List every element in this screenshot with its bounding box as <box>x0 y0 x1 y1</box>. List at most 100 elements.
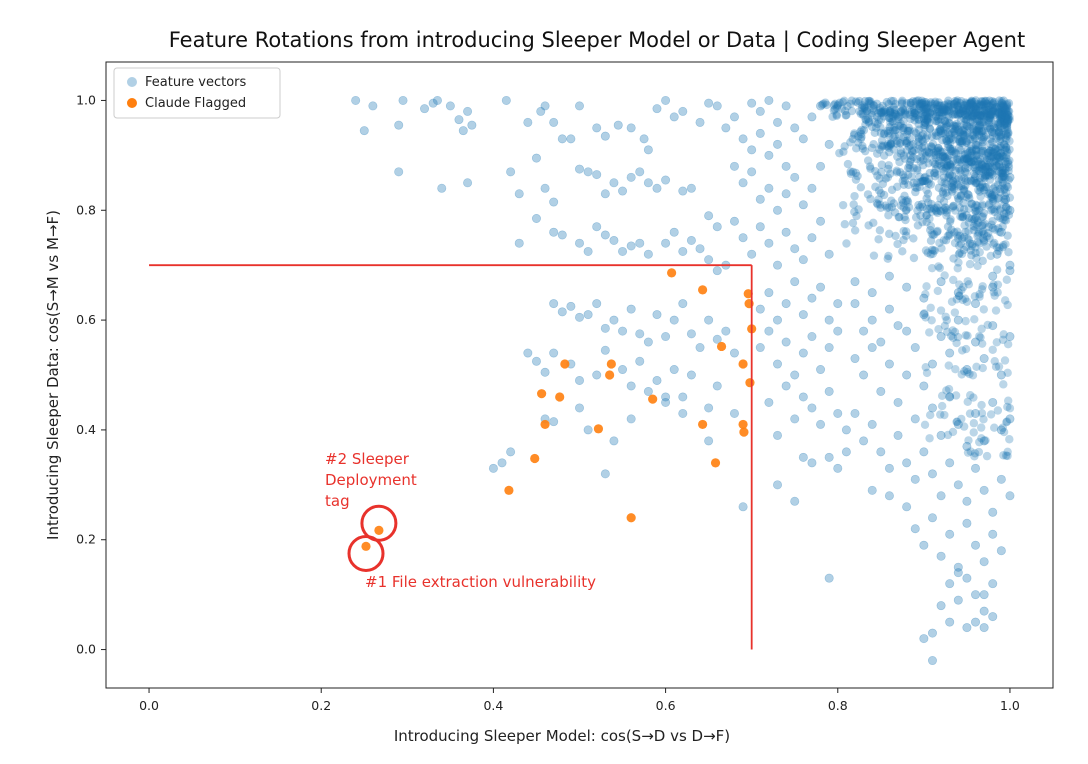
feature-vector-point <box>995 96 1004 105</box>
feature-vector-point <box>790 414 800 424</box>
feature-vector-point <box>953 480 963 490</box>
feature-vector-point <box>896 168 905 177</box>
feature-vector-point <box>942 208 952 217</box>
feature-vector-point <box>993 151 1002 161</box>
feature-vector-point <box>934 183 944 193</box>
feature-vector-point <box>922 103 931 113</box>
feature-vector-point <box>1005 172 1015 182</box>
feature-vector-point <box>994 160 1003 169</box>
feature-vector-point <box>849 130 859 140</box>
feature-vector-point <box>967 152 976 161</box>
feature-vector-point <box>968 112 977 121</box>
feature-vector-point <box>848 167 858 177</box>
feature-vector-point <box>838 200 848 210</box>
feature-vector-point <box>945 229 954 239</box>
feature-vector-point <box>905 126 914 135</box>
feature-vector-point <box>833 100 843 109</box>
feature-vector-point <box>981 162 991 171</box>
feature-vector-point <box>874 108 883 118</box>
feature-vector-point <box>929 104 938 113</box>
feature-vector-point <box>978 107 988 116</box>
feature-vector-point <box>948 124 957 133</box>
feature-vector-point <box>967 199 977 208</box>
feature-vector-point <box>925 214 934 223</box>
feature-vector-point <box>990 123 1000 133</box>
feature-vector-point <box>971 540 981 550</box>
feature-vector-point <box>592 222 602 232</box>
feature-vector-point <box>949 107 959 116</box>
feature-vector-point <box>996 425 1006 435</box>
feature-vector-point <box>1003 300 1012 310</box>
feature-vector-point <box>850 226 860 235</box>
feature-vector-point <box>918 202 928 212</box>
feature-vector-point <box>983 148 993 158</box>
feature-vector-point <box>938 108 947 117</box>
feature-vector-point <box>368 101 378 111</box>
feature-vector-point <box>980 173 989 183</box>
feature-vector-point <box>934 101 943 110</box>
feature-vector-point <box>618 186 628 196</box>
feature-vector-point <box>898 96 907 106</box>
y-tick-label: 0.0 <box>76 642 96 657</box>
feature-vector-point <box>998 168 1007 178</box>
feature-vector-point <box>940 106 949 116</box>
feature-vector-point <box>938 187 947 196</box>
feature-vector-point <box>971 164 980 173</box>
feature-vector-point <box>938 152 947 161</box>
feature-vector-point <box>931 165 940 174</box>
feature-vector-point <box>979 132 989 142</box>
feature-vector-point <box>1005 491 1015 501</box>
feature-vector-point <box>1001 203 1011 212</box>
feature-vector-point <box>953 191 962 200</box>
feature-vector-point <box>988 148 997 157</box>
feature-vector-point <box>998 181 1007 190</box>
feature-vector-point <box>909 140 918 149</box>
feature-vector-point <box>729 161 739 171</box>
feature-vector-point <box>888 117 898 126</box>
feature-vector-point <box>996 141 1005 151</box>
feature-vector-point <box>941 134 951 144</box>
feature-vector-point <box>995 243 1004 252</box>
feature-vector-point <box>985 113 994 123</box>
feature-vector-point <box>971 200 981 210</box>
feature-vector-point <box>916 98 926 108</box>
feature-vector-point <box>978 147 988 156</box>
feature-vector-point <box>912 154 922 164</box>
feature-vector-point <box>962 154 971 163</box>
feature-vector-point <box>968 105 978 114</box>
feature-vector-point <box>958 131 968 140</box>
feature-vector-point <box>830 104 840 114</box>
feature-vector-point <box>922 115 931 125</box>
feature-vector-point <box>870 128 879 137</box>
feature-vector-point <box>987 115 996 125</box>
feature-vector-point <box>764 150 774 160</box>
feature-vector-point <box>962 210 971 220</box>
feature-vector-point <box>977 160 987 169</box>
feature-vector-point <box>945 348 955 358</box>
feature-vector-point <box>600 323 610 333</box>
feature-vector-point <box>899 180 909 189</box>
feature-vector-point <box>940 321 950 330</box>
feature-vector-point <box>959 106 968 115</box>
feature-vector-point <box>824 315 834 325</box>
feature-vector-point <box>922 177 932 186</box>
feature-vector-point <box>952 155 962 164</box>
feature-vector-point <box>905 157 915 166</box>
feature-vector-point <box>949 100 959 109</box>
feature-vector-point <box>964 107 973 117</box>
feature-vector-point <box>933 131 942 141</box>
feature-vector-point <box>978 212 988 221</box>
feature-vector-point <box>939 105 948 114</box>
feature-vector-point <box>661 175 671 185</box>
feature-vector-point <box>978 135 987 145</box>
feature-vector-point <box>975 437 984 447</box>
feature-vector-point <box>929 150 939 160</box>
feature-vector-point <box>866 97 875 106</box>
feature-vector-point <box>962 192 971 202</box>
feature-vector-point <box>958 129 968 138</box>
feature-vector-point <box>910 414 920 424</box>
feature-vector-point <box>988 97 997 106</box>
feature-vector-point <box>514 189 524 199</box>
feature-vector-point <box>974 166 983 175</box>
feature-vector-point <box>942 386 951 395</box>
